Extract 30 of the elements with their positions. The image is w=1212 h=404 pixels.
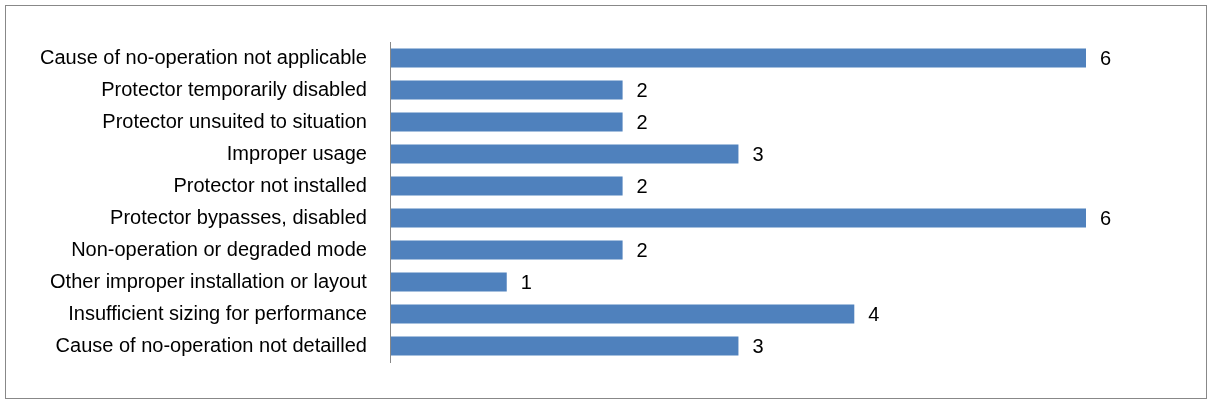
data-label: 3 — [752, 334, 764, 357]
y-tick-label: Insufficient sizing for performance — [68, 301, 367, 324]
data-label: 1 — [520, 270, 532, 293]
bar — [390, 80, 623, 100]
bar — [390, 112, 623, 132]
data-label: 4 — [868, 302, 880, 325]
data-label: 2 — [636, 238, 648, 261]
y-tick-label: Improper usage — [226, 141, 367, 164]
bar — [390, 144, 739, 164]
data-label: 3 — [752, 142, 764, 165]
y-tick-label: Cause of no-operation not detailled — [55, 333, 367, 356]
data-label: 6 — [1100, 206, 1112, 229]
y-tick-label: Protector not installed — [173, 173, 367, 196]
data-label: 6 — [1100, 46, 1112, 69]
y-tick-label: Cause of no-operation not applicable — [39, 45, 367, 68]
y-tick-label: Other improper installation or layout — [50, 269, 368, 292]
bar — [390, 304, 855, 324]
y-tick-label: Protector bypasses, disabled — [110, 205, 367, 228]
bar — [390, 272, 507, 292]
data-label: 2 — [636, 78, 648, 101]
bar — [390, 176, 623, 196]
bar — [390, 48, 1086, 68]
bar — [390, 336, 739, 356]
y-tick-label: Non-operation or degraded mode — [71, 237, 367, 260]
data-label: 2 — [636, 110, 648, 133]
y-tick-label: Protector unsuited to situation — [102, 109, 367, 132]
bar — [390, 208, 1086, 228]
data-label: 2 — [636, 174, 648, 197]
bar — [390, 240, 623, 260]
y-tick-label: Protector temporarily disabled — [101, 77, 367, 100]
